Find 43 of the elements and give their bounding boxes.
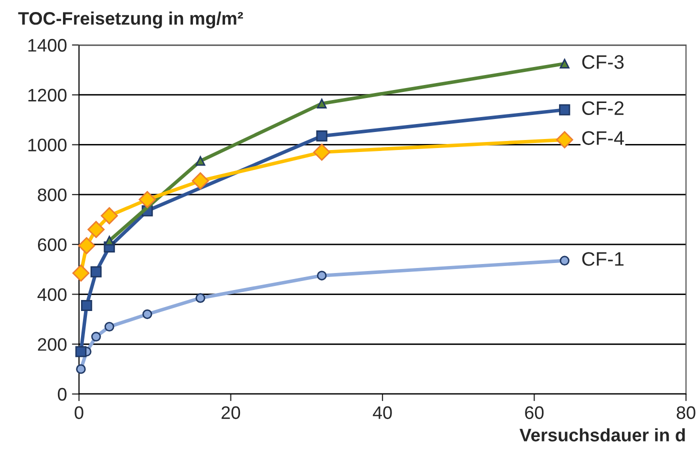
point: [316, 130, 328, 142]
point: [196, 293, 206, 303]
x-tick-label: 80: [676, 406, 696, 420]
point: [313, 144, 330, 161]
point: [559, 104, 570, 116]
x-tick-label: 20: [222, 406, 240, 420]
chart-title: TOC-Freisetzung in mg/m²: [18, 12, 243, 28]
point: [560, 256, 570, 266]
y-tick-label: 0: [58, 388, 66, 401]
point: [316, 270, 327, 280]
point: [78, 237, 96, 254]
point: [75, 346, 86, 358]
series-label: CF-3: [582, 55, 624, 69]
point: [91, 332, 101, 342]
point: [81, 300, 92, 312]
point: [100, 207, 118, 224]
y-tick-label: 1000: [28, 138, 66, 152]
point: [560, 58, 570, 69]
y-tick-label: 200: [38, 338, 66, 351]
series-label: CF-1: [582, 252, 624, 266]
x-tick-label: 40: [372, 406, 392, 420]
y-tick-label: 800: [38, 188, 66, 202]
point: [88, 220, 105, 238]
point: [104, 236, 114, 246]
point: [90, 266, 102, 278]
point: [142, 309, 152, 320]
series-label: CF-2: [582, 101, 624, 116]
x-tick-label: 0: [74, 406, 84, 420]
x-tick-label: 60: [525, 406, 544, 420]
y-tick-label: 1200: [28, 88, 66, 102]
point: [72, 264, 90, 282]
x-axis-title: Versuchsdauer in d: [520, 428, 685, 442]
point: [138, 191, 156, 208]
series-label: CF-4: [582, 131, 624, 145]
point: [196, 156, 206, 166]
point: [556, 131, 574, 148]
y-tick-label: 600: [38, 238, 66, 252]
y-tick-label: 400: [37, 288, 66, 302]
point: [316, 98, 327, 108]
point: [76, 364, 86, 374]
point: [192, 172, 209, 190]
y-tick-label: 1400: [28, 38, 66, 52]
point: [104, 322, 114, 332]
